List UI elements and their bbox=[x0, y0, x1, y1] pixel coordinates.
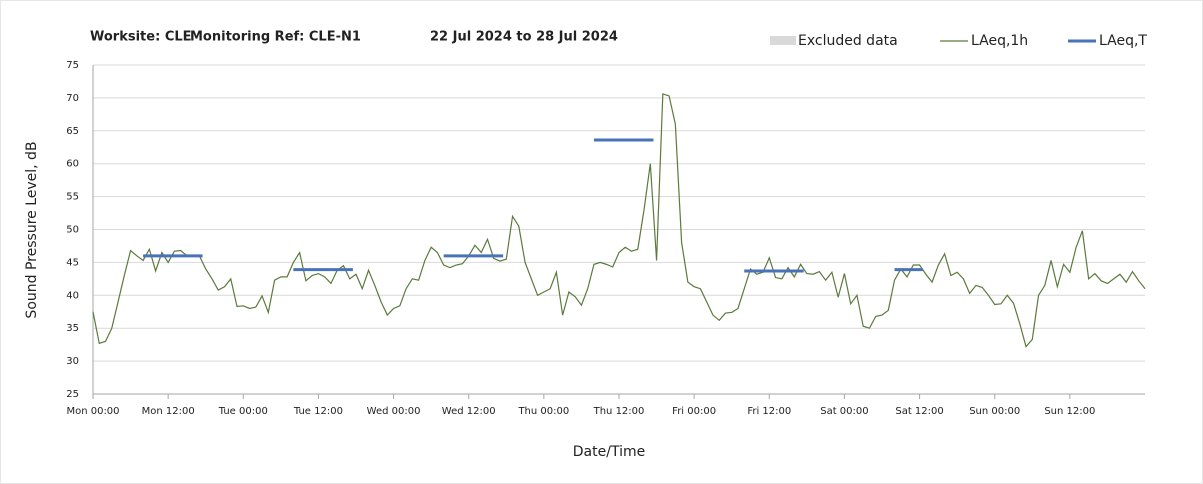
x-tick-label: Thu 12:00 bbox=[593, 406, 645, 417]
y-tick-label: 45 bbox=[66, 257, 79, 268]
x-tick-label: Fri 12:00 bbox=[747, 406, 791, 417]
x-tick-label: Sun 12:00 bbox=[1044, 406, 1095, 417]
x-tick-label: Thu 00:00 bbox=[517, 406, 569, 417]
legend-label: LAeq,T bbox=[1099, 33, 1147, 49]
y-tick-label: 75 bbox=[66, 60, 79, 71]
y-axis-label: Sound Pressure Level, dB bbox=[24, 141, 40, 318]
title-dates: 22 Jul 2024 to 28 Jul 2024 bbox=[430, 30, 618, 45]
x-axis-label: Date/Time bbox=[573, 444, 645, 460]
y-tick-label: 55 bbox=[66, 192, 79, 203]
y-tick-label: 65 bbox=[66, 126, 79, 137]
x-tick-label: Sun 00:00 bbox=[969, 406, 1020, 417]
series-line bbox=[92, 93, 1146, 348]
y-tick-label: 50 bbox=[66, 225, 79, 236]
x-tick-label: Sat 00:00 bbox=[820, 406, 868, 417]
legend-label: Excluded data bbox=[798, 33, 898, 49]
title-ref: Monitoring Ref: CLE-N1 bbox=[190, 30, 361, 45]
x-tick-label: Fri 00:00 bbox=[672, 406, 716, 417]
x-tick-label: Mon 00:00 bbox=[66, 406, 119, 417]
y-tick-label: 40 bbox=[66, 290, 79, 301]
y-tick-label: 35 bbox=[66, 323, 79, 334]
legend-label: LAeq,1h bbox=[971, 33, 1028, 49]
y-tick-label: 70 bbox=[66, 93, 79, 104]
title-worksite: Worksite: CLE bbox=[90, 30, 192, 45]
y-tick-label: 60 bbox=[66, 159, 79, 170]
x-tick-label: Sat 12:00 bbox=[895, 406, 943, 417]
x-tick-label: Mon 12:00 bbox=[142, 406, 195, 417]
legend-swatch bbox=[770, 36, 796, 45]
x-tick-label: Tue 12:00 bbox=[293, 406, 343, 417]
y-tick-label: 25 bbox=[66, 389, 79, 400]
x-tick-label: Wed 00:00 bbox=[367, 406, 421, 417]
y-tick-label: 30 bbox=[66, 356, 79, 367]
x-tick-label: Tue 00:00 bbox=[218, 406, 268, 417]
x-tick-label: Wed 12:00 bbox=[442, 406, 496, 417]
